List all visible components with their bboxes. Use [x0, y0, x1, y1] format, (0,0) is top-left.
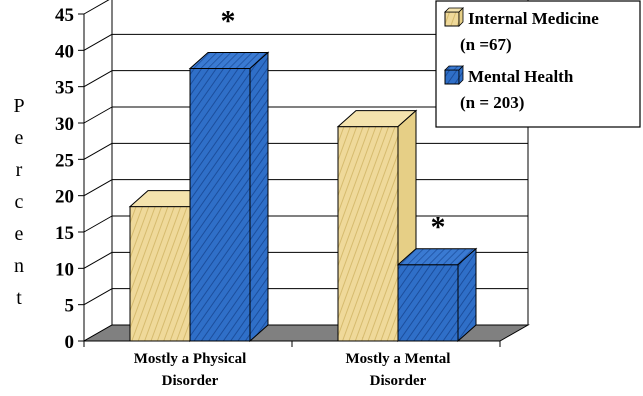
- y-tick-label: 20: [55, 187, 74, 208]
- legend-swatch: [444, 7, 464, 27]
- bar-front: [337, 126, 399, 342]
- legend-swatch-front: [444, 11, 460, 27]
- y-tick-label: 35: [55, 78, 74, 99]
- legend-swatch-side: [458, 7, 464, 27]
- tick-labels: 0 5 10 15 20 25 30 35 40 45: [55, 5, 74, 353]
- bar: [188, 51, 270, 343]
- side-gridline: [83, 106, 113, 124]
- side-gridline: [83, 179, 113, 197]
- bar-side: [249, 51, 269, 343]
- legend-label: Mental Health (n = 203): [460, 67, 574, 112]
- annotations: **: [221, 5, 446, 244]
- y-tick-label: 25: [55, 150, 74, 171]
- significance-asterisk: *: [221, 5, 236, 38]
- side-gridline: [83, 215, 113, 233]
- legend-swatch: [444, 65, 464, 85]
- legend: Internal Medicine (n =67) Mental Health (n …: [435, 0, 641, 128]
- legend-swatch-front: [444, 69, 460, 85]
- category-label: Mostly a Mental Disorder: [346, 351, 451, 389]
- y-tick-label: 0: [65, 332, 75, 353]
- bar: [396, 247, 478, 343]
- y-tick-label: 45: [55, 5, 74, 26]
- y-tick-label: 15: [55, 223, 74, 244]
- side-gridline: [83, 0, 110, 15]
- legend-box: [435, 0, 641, 128]
- bar-front: [129, 206, 191, 342]
- side-gridline: [83, 142, 113, 160]
- legend-label: Internal Medicine (n =67): [460, 9, 599, 54]
- bars-group: [128, 51, 478, 343]
- legend-swatch-side: [458, 65, 464, 85]
- y-tick-label: 10: [55, 259, 74, 280]
- bar-front: [189, 68, 251, 342]
- category-label: Mostly a Physical Disorder: [134, 351, 247, 389]
- side-gridline: [83, 288, 113, 306]
- side-gridline: [83, 33, 113, 51]
- significance-asterisk: *: [431, 211, 446, 244]
- category-labels: Mostly a Physical Disorder Mostly a Mental…: [134, 351, 451, 389]
- side-gridline: [83, 251, 113, 269]
- y-tick-label: 40: [55, 41, 74, 62]
- y-tick-label: 5: [65, 296, 75, 317]
- y-tick-label: 30: [55, 114, 74, 135]
- side-gridline: [83, 70, 113, 88]
- bar-front: [397, 264, 459, 342]
- bar-side: [457, 247, 477, 343]
